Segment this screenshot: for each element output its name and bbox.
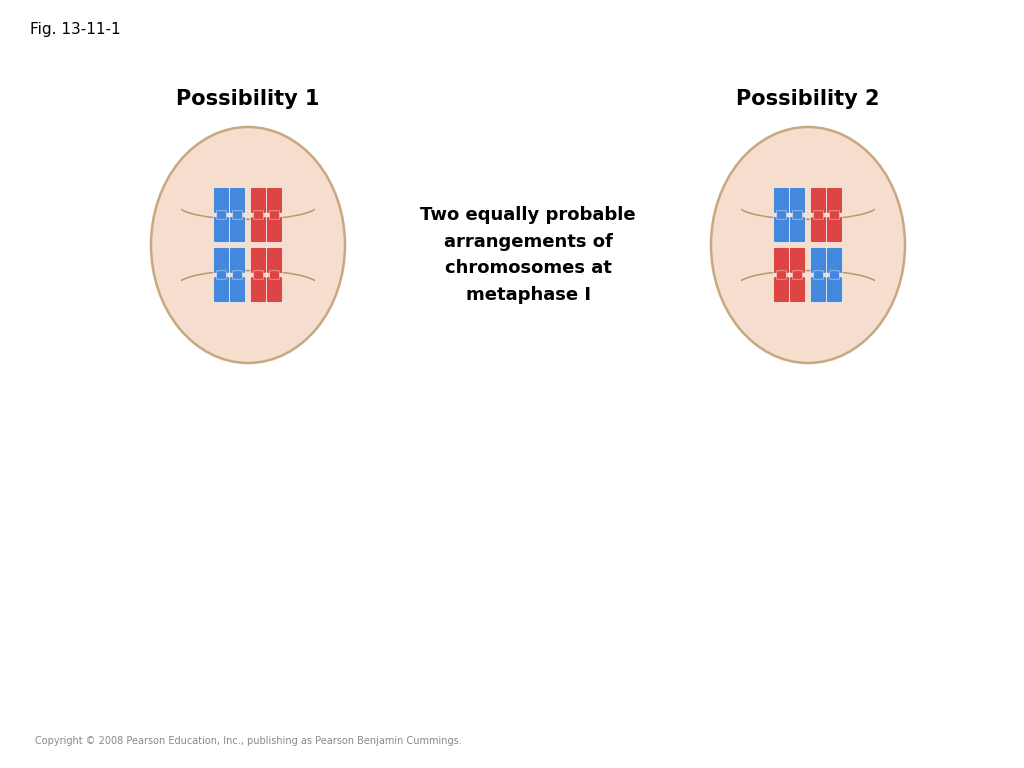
Text: Copyright © 2008 Pearson Education, Inc., publishing as Pearson Benjamin Cumming: Copyright © 2008 Pearson Education, Inc.… <box>35 736 462 746</box>
FancyBboxPatch shape <box>232 211 243 219</box>
FancyBboxPatch shape <box>216 271 226 279</box>
FancyBboxPatch shape <box>793 271 803 279</box>
FancyBboxPatch shape <box>790 247 805 273</box>
FancyBboxPatch shape <box>813 211 823 219</box>
FancyBboxPatch shape <box>829 271 840 279</box>
FancyBboxPatch shape <box>826 247 843 273</box>
FancyBboxPatch shape <box>793 211 803 219</box>
FancyBboxPatch shape <box>251 187 266 214</box>
FancyBboxPatch shape <box>790 217 805 243</box>
FancyBboxPatch shape <box>214 187 229 214</box>
FancyBboxPatch shape <box>811 217 826 243</box>
FancyBboxPatch shape <box>776 211 786 219</box>
FancyBboxPatch shape <box>229 247 246 273</box>
FancyBboxPatch shape <box>254 271 263 279</box>
FancyBboxPatch shape <box>811 276 826 303</box>
FancyBboxPatch shape <box>251 247 266 273</box>
FancyBboxPatch shape <box>232 271 243 279</box>
Text: Possibility 2: Possibility 2 <box>736 89 880 109</box>
FancyBboxPatch shape <box>214 217 229 243</box>
FancyBboxPatch shape <box>251 217 266 243</box>
FancyBboxPatch shape <box>826 217 843 243</box>
FancyBboxPatch shape <box>790 276 805 303</box>
FancyBboxPatch shape <box>269 211 280 219</box>
FancyBboxPatch shape <box>266 187 283 214</box>
FancyBboxPatch shape <box>774 247 790 273</box>
FancyBboxPatch shape <box>269 271 280 279</box>
FancyBboxPatch shape <box>774 187 790 214</box>
FancyBboxPatch shape <box>229 276 246 303</box>
FancyBboxPatch shape <box>774 217 790 243</box>
FancyBboxPatch shape <box>811 187 826 214</box>
Text: Two equally probable
arrangements of
chromosomes at
metaphase I: Two equally probable arrangements of chr… <box>420 207 636 303</box>
FancyBboxPatch shape <box>790 187 805 214</box>
FancyBboxPatch shape <box>829 211 840 219</box>
Text: Fig. 13-11-1: Fig. 13-11-1 <box>30 22 121 37</box>
FancyBboxPatch shape <box>826 187 843 214</box>
FancyBboxPatch shape <box>216 211 226 219</box>
FancyBboxPatch shape <box>266 217 283 243</box>
Ellipse shape <box>711 127 905 363</box>
Ellipse shape <box>151 127 345 363</box>
FancyBboxPatch shape <box>214 247 229 273</box>
FancyBboxPatch shape <box>776 271 786 279</box>
FancyBboxPatch shape <box>826 276 843 303</box>
FancyBboxPatch shape <box>813 271 823 279</box>
FancyBboxPatch shape <box>214 276 229 303</box>
FancyBboxPatch shape <box>266 276 283 303</box>
Text: Possibility 1: Possibility 1 <box>176 89 319 109</box>
FancyBboxPatch shape <box>229 187 246 214</box>
FancyBboxPatch shape <box>266 247 283 273</box>
FancyBboxPatch shape <box>229 217 246 243</box>
FancyBboxPatch shape <box>254 211 263 219</box>
FancyBboxPatch shape <box>774 276 790 303</box>
FancyBboxPatch shape <box>251 276 266 303</box>
FancyBboxPatch shape <box>811 247 826 273</box>
